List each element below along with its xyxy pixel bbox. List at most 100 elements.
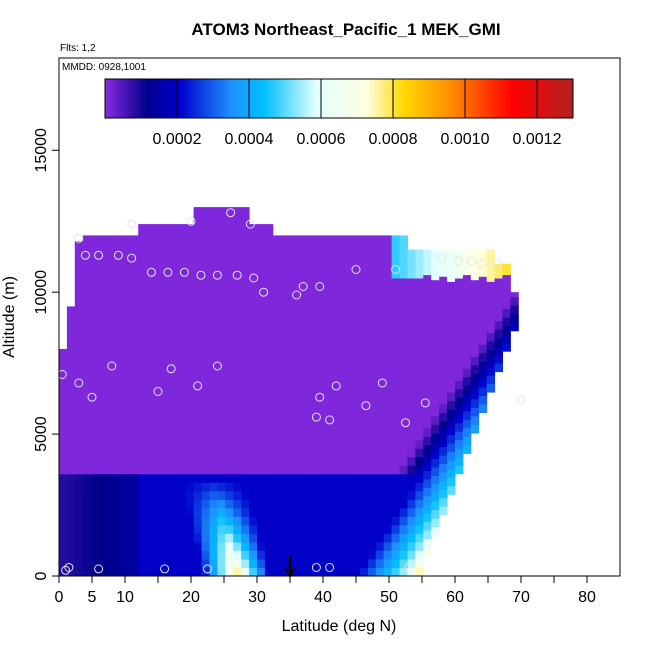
heatmap-cell xyxy=(241,499,250,509)
heatmap-cell xyxy=(272,439,282,449)
heatmap-cell xyxy=(462,317,472,327)
heatmap-cell xyxy=(367,439,377,449)
heatmap-cell xyxy=(106,286,115,296)
heatmap-cell xyxy=(114,354,123,364)
heatmap-cell xyxy=(407,337,416,347)
heatmap-cell xyxy=(399,295,408,304)
heatmap-cell xyxy=(502,317,511,327)
heatmap-cell xyxy=(296,516,305,526)
heatmap-cell xyxy=(138,226,147,236)
heatmap-cell xyxy=(66,405,76,415)
heatmap-cell xyxy=(201,312,210,322)
heatmap-cell xyxy=(114,422,123,432)
heatmap-cell xyxy=(233,218,242,228)
heatmap-cell xyxy=(367,371,377,381)
heatmap-cell xyxy=(249,363,258,373)
heatmap-cell xyxy=(106,252,115,262)
heatmap-cell xyxy=(82,329,92,339)
heatmap-cell xyxy=(74,320,84,330)
heatmap-cell xyxy=(130,482,139,492)
heatmap-cell xyxy=(185,320,195,330)
heatmap-cell xyxy=(74,354,84,364)
y-tick-label: 0 xyxy=(33,571,50,580)
heatmap-cell xyxy=(233,439,242,449)
heatmap-cell xyxy=(431,484,440,493)
heatmap-cell xyxy=(336,550,345,560)
heatmap-cell xyxy=(209,499,218,509)
heatmap-cell xyxy=(407,414,416,424)
heatmap-cell xyxy=(439,463,448,473)
heatmap-cell xyxy=(296,303,305,313)
heatmap-cell xyxy=(225,541,234,551)
heatmap-cell xyxy=(304,346,313,356)
heatmap-cell xyxy=(225,303,234,313)
heatmap-cell xyxy=(399,337,408,347)
heatmap-cell xyxy=(272,524,282,534)
heatmap-cell xyxy=(138,269,147,279)
heatmap-cell xyxy=(312,524,321,534)
heatmap-cell xyxy=(90,448,100,458)
heatmap-cell xyxy=(146,252,155,262)
heatmap-cell xyxy=(82,431,92,441)
heatmap-cell xyxy=(169,439,179,449)
heatmap-cell xyxy=(399,278,408,287)
heatmap-cell xyxy=(360,380,369,390)
heatmap-cell xyxy=(264,422,274,432)
heatmap-cell xyxy=(336,422,345,432)
heatmap-cell xyxy=(280,541,290,551)
heatmap-cell xyxy=(106,465,115,475)
heatmap-cell xyxy=(201,507,210,517)
heatmap-cell xyxy=(257,388,266,398)
heatmap-cell xyxy=(304,329,313,339)
heatmap-cell xyxy=(74,533,84,543)
heatmap-cell xyxy=(122,541,131,551)
heatmap-cell xyxy=(415,269,424,279)
heatmap-cell xyxy=(225,244,234,253)
heatmap-cell xyxy=(217,431,226,441)
heatmap-cell xyxy=(407,303,416,313)
heatmap-cell xyxy=(154,550,163,560)
heatmap-cell xyxy=(383,295,393,304)
heatmap-cell xyxy=(233,371,242,381)
heatmap-cell xyxy=(264,499,274,509)
heatmap-cell xyxy=(462,266,472,276)
heatmap-cell xyxy=(399,422,408,432)
heatmap-cell xyxy=(249,559,258,568)
heatmap-cell xyxy=(90,499,100,509)
heatmap-cell xyxy=(494,329,503,339)
heatmap-cell xyxy=(169,490,179,500)
heatmap-cell xyxy=(82,346,92,356)
heatmap-cell xyxy=(146,567,155,577)
heatmap-cell xyxy=(399,269,408,279)
heatmap-cell xyxy=(264,516,274,526)
heatmap-cell xyxy=(423,376,432,386)
heatmap-cell xyxy=(185,448,195,458)
heatmap-cell xyxy=(478,284,488,294)
heatmap-cell xyxy=(185,541,195,551)
heatmap-cell xyxy=(367,431,377,441)
heatmap-cell xyxy=(241,567,250,577)
heatmap-cell xyxy=(217,320,226,330)
heatmap-cell xyxy=(280,363,290,373)
heatmap-cell xyxy=(138,363,147,373)
heatmap-cell xyxy=(296,371,305,381)
heatmap-cell xyxy=(225,397,234,407)
heatmap-cell xyxy=(201,218,210,228)
heatmap-cell xyxy=(328,456,337,466)
heatmap-cell xyxy=(304,456,313,466)
heatmap-cell xyxy=(383,329,393,339)
x-tick-label: 80 xyxy=(578,589,596,606)
heatmap-cell xyxy=(114,235,123,245)
heatmap-cell xyxy=(304,524,313,534)
heatmap-cell xyxy=(146,226,155,236)
heatmap-cell xyxy=(114,312,123,322)
heatmap-cell xyxy=(407,329,416,339)
heatmap-cell xyxy=(320,499,329,509)
heatmap-cell xyxy=(66,550,76,560)
heatmap-cell xyxy=(257,303,266,313)
heatmap-cell xyxy=(462,376,472,386)
heatmap-cell xyxy=(138,337,147,347)
heatmap-cell xyxy=(360,541,369,551)
heatmap-cell xyxy=(415,516,424,526)
heatmap-cell xyxy=(233,209,242,219)
